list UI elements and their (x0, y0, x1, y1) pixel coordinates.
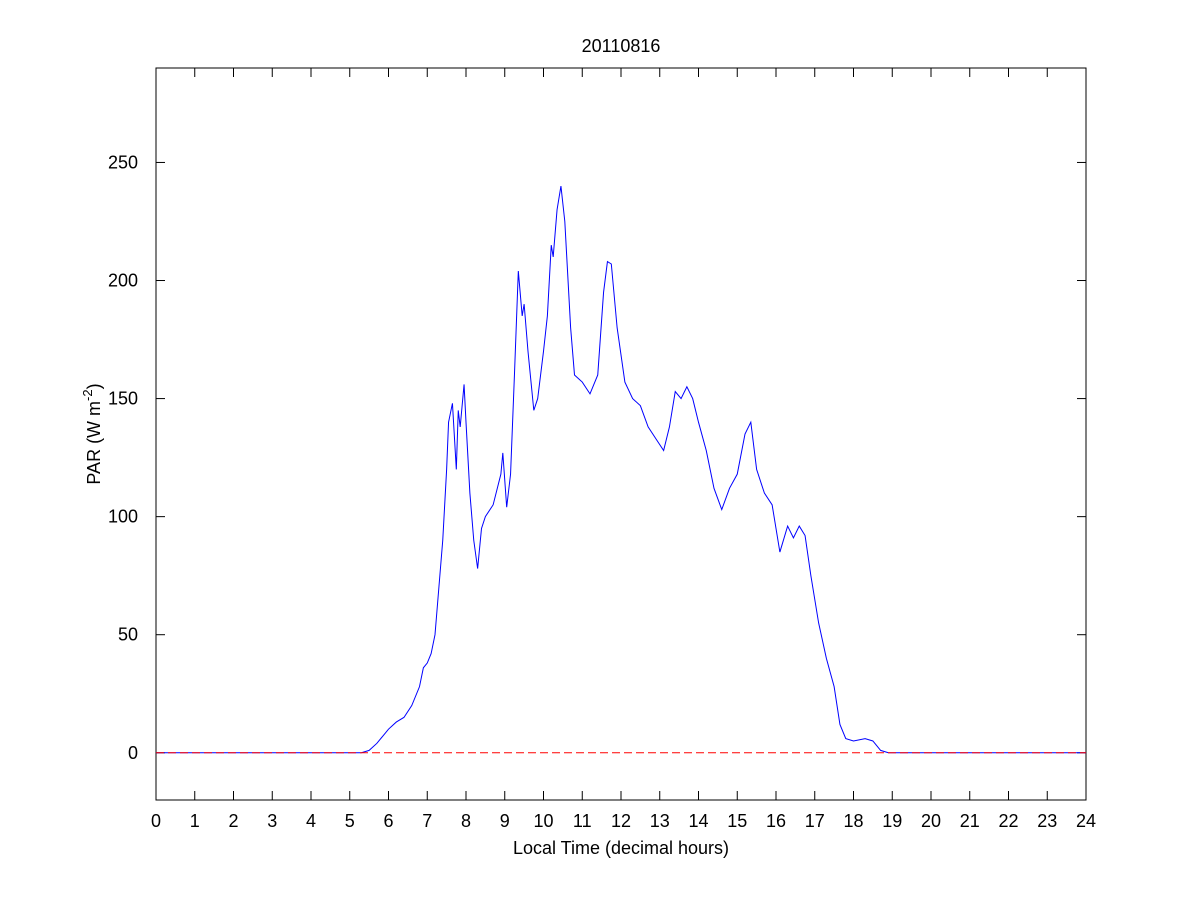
chart-title: 20110816 (582, 36, 661, 56)
x-tick-label: 0 (151, 811, 161, 831)
x-tick-label: 22 (998, 811, 1018, 831)
x-tick-label: 17 (805, 811, 825, 831)
y-tick-label: 100 (108, 507, 138, 527)
y-label-superscript: -2 (80, 389, 95, 401)
x-tick-label: 21 (960, 811, 980, 831)
x-tick-label: 12 (611, 811, 631, 831)
x-tick-label: 2 (228, 811, 238, 831)
y-tick-label: 50 (118, 625, 138, 645)
x-tick-label: 3 (267, 811, 277, 831)
y-axis-label: PAR (W m-2) (80, 383, 104, 484)
x-tick-label: 8 (461, 811, 471, 831)
y-tick-label: 250 (108, 152, 138, 172)
x-tick-label: 16 (766, 811, 786, 831)
x-tick-label: 1 (190, 811, 200, 831)
x-tick-label: 19 (882, 811, 902, 831)
x-tick-label: 24 (1076, 811, 1096, 831)
x-tick-label: 11 (573, 811, 592, 831)
x-tick-label: 23 (1037, 811, 1057, 831)
x-tick-label: 18 (843, 811, 863, 831)
x-tick-label: 20 (921, 811, 941, 831)
x-tick-label: 14 (688, 811, 708, 831)
x-tick-label: 13 (650, 811, 670, 831)
y-tick-label: 200 (108, 271, 138, 291)
x-tick-label: 10 (533, 811, 553, 831)
y-label-text: ) (84, 383, 104, 389)
x-tick-label: 6 (383, 811, 393, 831)
y-tick-label: 150 (108, 389, 138, 409)
plot-area (155, 67, 1087, 801)
x-tick-label: 5 (345, 811, 355, 831)
y-label-text: PAR (W m (84, 401, 104, 485)
x-axis-label: Local Time (decimal hours) (513, 838, 729, 858)
data-line (156, 185, 1086, 754)
x-tick-label: 9 (500, 811, 510, 831)
x-tick-label: 4 (306, 811, 316, 831)
x-tick-label: 7 (422, 811, 432, 831)
y-tick-label: 0 (128, 743, 138, 763)
x-tick-label: 15 (727, 811, 747, 831)
